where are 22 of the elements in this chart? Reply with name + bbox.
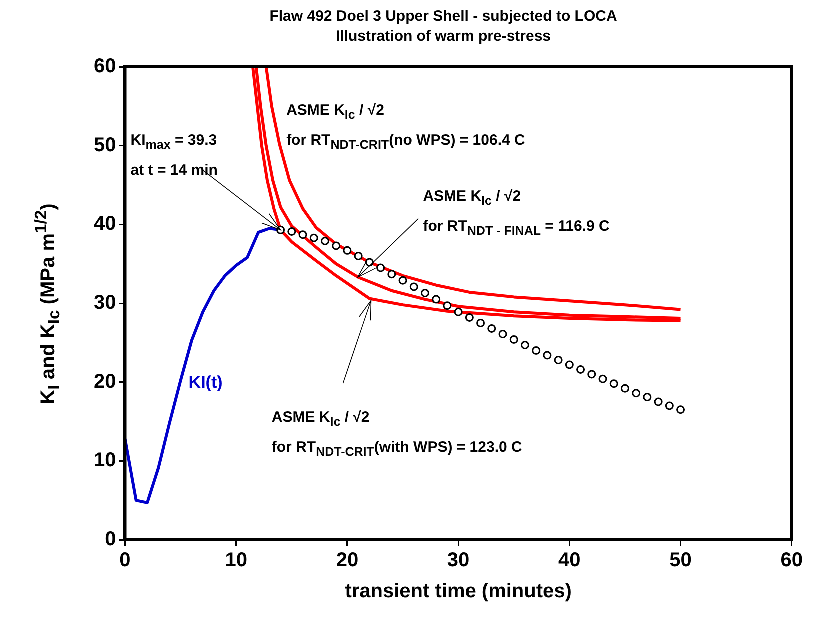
annotation: KI$_{max}$ = 39.3 at t = 14 min (130, 131, 218, 182)
x-tick-label: 60 (780, 550, 803, 572)
y-tick-label: 20 (94, 370, 116, 393)
y-tick-label: 60 (94, 56, 116, 78)
y-tick-label: 40 (94, 213, 116, 236)
x-axis-title: transient time (minutes) (345, 580, 572, 603)
chart-title: Flaw 492 Doel 3 Upper Shell - subjected to LOCA (270, 8, 618, 26)
chart-subtitle: Illustration of warm pre-stress (336, 28, 552, 46)
x-tick-label: 50 (670, 550, 692, 572)
x-tick-label: 30 (447, 550, 470, 572)
x-tick-label: 20 (336, 550, 359, 572)
y-tick-label: 10 (94, 450, 116, 472)
y-tick-label: 50 (94, 134, 116, 156)
series-label: KI(t) (188, 372, 223, 393)
text: ASME K$_{Ic}$ / √2 for RT$_{NDT-CRIT}$(with WPS) = 123.0 C (272, 409, 522, 460)
x-tick-label: 40 (558, 550, 581, 572)
y-tick-label: 30 (94, 292, 116, 314)
x-tick-label: 10 (225, 550, 248, 572)
text: ASME K$_{Ic}$ / √2 for RT$_{NDT-CRIT}$(no WPS) = 106.4 C (286, 102, 526, 152)
y-tick-label: 0 (105, 528, 116, 551)
x-tick-label: 0 (120, 550, 131, 572)
text: ASME K$_{Ic}$ / √2 for RT$_{NDT - FINAL}$ = 116.9 C (423, 188, 610, 238)
